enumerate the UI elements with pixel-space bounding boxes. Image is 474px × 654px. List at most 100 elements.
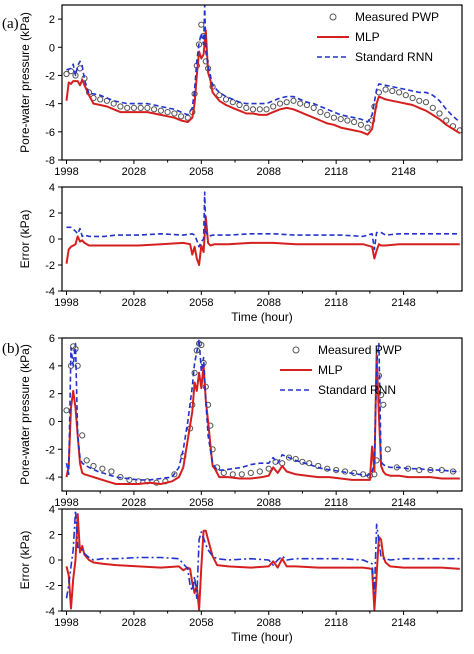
legend-label: Measured PWP (355, 10, 439, 24)
data-point (292, 455, 299, 463)
series-line-mlp (65, 353, 460, 485)
series-measured-pwp (63, 21, 462, 134)
data-point (299, 458, 306, 465)
panel-label-a: (a) (2, 16, 19, 32)
x-tick-label: 2118 (324, 617, 348, 629)
legend: Measured PWP MLP Standard RNN (317, 10, 439, 64)
x-tick-label: 1998 (54, 497, 78, 509)
y-tick-label: -4 (45, 606, 55, 618)
series-layer (63, 5, 462, 136)
legend-label: Standard RNN (318, 383, 396, 397)
y-axis-label: Pore-water pressure (kPa) (18, 12, 32, 153)
data-point (265, 465, 272, 472)
x-tick-label: 2088 (256, 497, 280, 509)
series-layer (65, 191, 460, 266)
data-point (216, 92, 223, 99)
legend-marker (329, 13, 337, 21)
data-point (229, 99, 236, 106)
data-point (63, 407, 70, 414)
y-tick-label: 4 (49, 361, 55, 373)
chart-2: 1998 2028 2058 2088 2118 2148 -4 -2 0 2 4 Error (kP… (18, 182, 463, 324)
data-point (283, 99, 290, 106)
data-point (357, 121, 364, 128)
x-tick-label: 2148 (391, 497, 415, 509)
data-point (198, 21, 205, 28)
data-point (144, 104, 151, 112)
data-point (315, 462, 322, 470)
data-point (396, 89, 403, 96)
data-point (157, 107, 164, 114)
series-line-standard-rnn (66, 5, 461, 123)
x-tick-label: 2088 (256, 166, 280, 178)
x-tick-label: 2058 (189, 497, 213, 509)
data-point (369, 117, 376, 124)
y-tick-label: 2 (49, 389, 55, 401)
chart-1: 1998 2028 2058 2088 2118 2148 -8 -6 -4 -2 0 2 Pore-w… (18, 4, 463, 178)
series-line-standard-rnn (66, 191, 460, 251)
data-point (324, 111, 331, 119)
x-tick-label: 2028 (122, 166, 146, 178)
data-point (222, 96, 230, 103)
legend-label: MLP (355, 30, 380, 44)
data-point (285, 454, 293, 461)
axes-frame (61, 186, 463, 292)
chart-3: 1998 2028 2058 2088 2118 2148 -4 -2 0 2 4 6 Pore-wat… (18, 333, 463, 509)
data-point (110, 100, 117, 107)
y-tick-label: 2 (49, 208, 55, 220)
y-tick-label: -4 (45, 286, 55, 298)
y-tick-label: -2 (45, 70, 55, 82)
data-point (344, 117, 351, 124)
x-tick-label: 2058 (189, 297, 213, 309)
y-tick-label: 4 (49, 182, 55, 194)
data-point (276, 100, 284, 107)
x-tick-label: 2118 (324, 166, 348, 178)
series-line-mlp (65, 215, 460, 266)
data-point (229, 471, 236, 478)
y-tick-label: 0 (49, 42, 55, 54)
x-tick-label: 2148 (391, 617, 415, 629)
x-tick-label: 2148 (391, 297, 415, 309)
data-point (249, 106, 257, 113)
data-point (79, 432, 86, 439)
series-line-standard-rnn (65, 338, 460, 481)
legend-label: Measured PWP (318, 343, 402, 357)
data-point (416, 467, 423, 474)
chart-4: 1998 2028 2058 2088 2118 2148 -4 -2 0 2 4 Error (kP… (18, 504, 463, 644)
series-layer (63, 338, 460, 486)
y-tick-label: -2 (45, 444, 55, 456)
data-point (402, 92, 409, 99)
series-line-mlp (65, 29, 461, 136)
data-point (137, 104, 144, 112)
data-point (263, 106, 270, 113)
series-line-mlp (65, 513, 460, 611)
data-point (178, 113, 185, 120)
data-point (290, 97, 297, 104)
y-tick-label: 2 (49, 530, 55, 542)
data-point (256, 468, 263, 475)
y-tick-label: -8 (45, 155, 55, 167)
data-point (382, 86, 389, 93)
data-point (74, 362, 81, 369)
data-point (126, 476, 133, 483)
data-point (97, 96, 104, 103)
data-point (63, 70, 70, 78)
x-tick-label: 2028 (122, 297, 146, 309)
panel-label-a-group: (a) (2, 16, 19, 32)
x-tick-label: 2028 (122, 497, 146, 509)
y-tick-label: 0 (49, 416, 55, 428)
axes-frame (61, 337, 463, 492)
data-point (330, 114, 337, 121)
data-point (384, 446, 391, 453)
series-layer (65, 509, 460, 611)
y-tick-label: -2 (45, 260, 55, 272)
data-point (364, 124, 371, 131)
data-point (243, 104, 250, 112)
data-point (324, 465, 331, 472)
panel-label-b: (b) (2, 341, 20, 357)
series-line-standard-rnn (65, 509, 460, 600)
data-point (443, 117, 450, 124)
data-point (416, 97, 423, 104)
data-point (429, 104, 436, 112)
x-axis-label: Time (hour) (231, 630, 293, 644)
